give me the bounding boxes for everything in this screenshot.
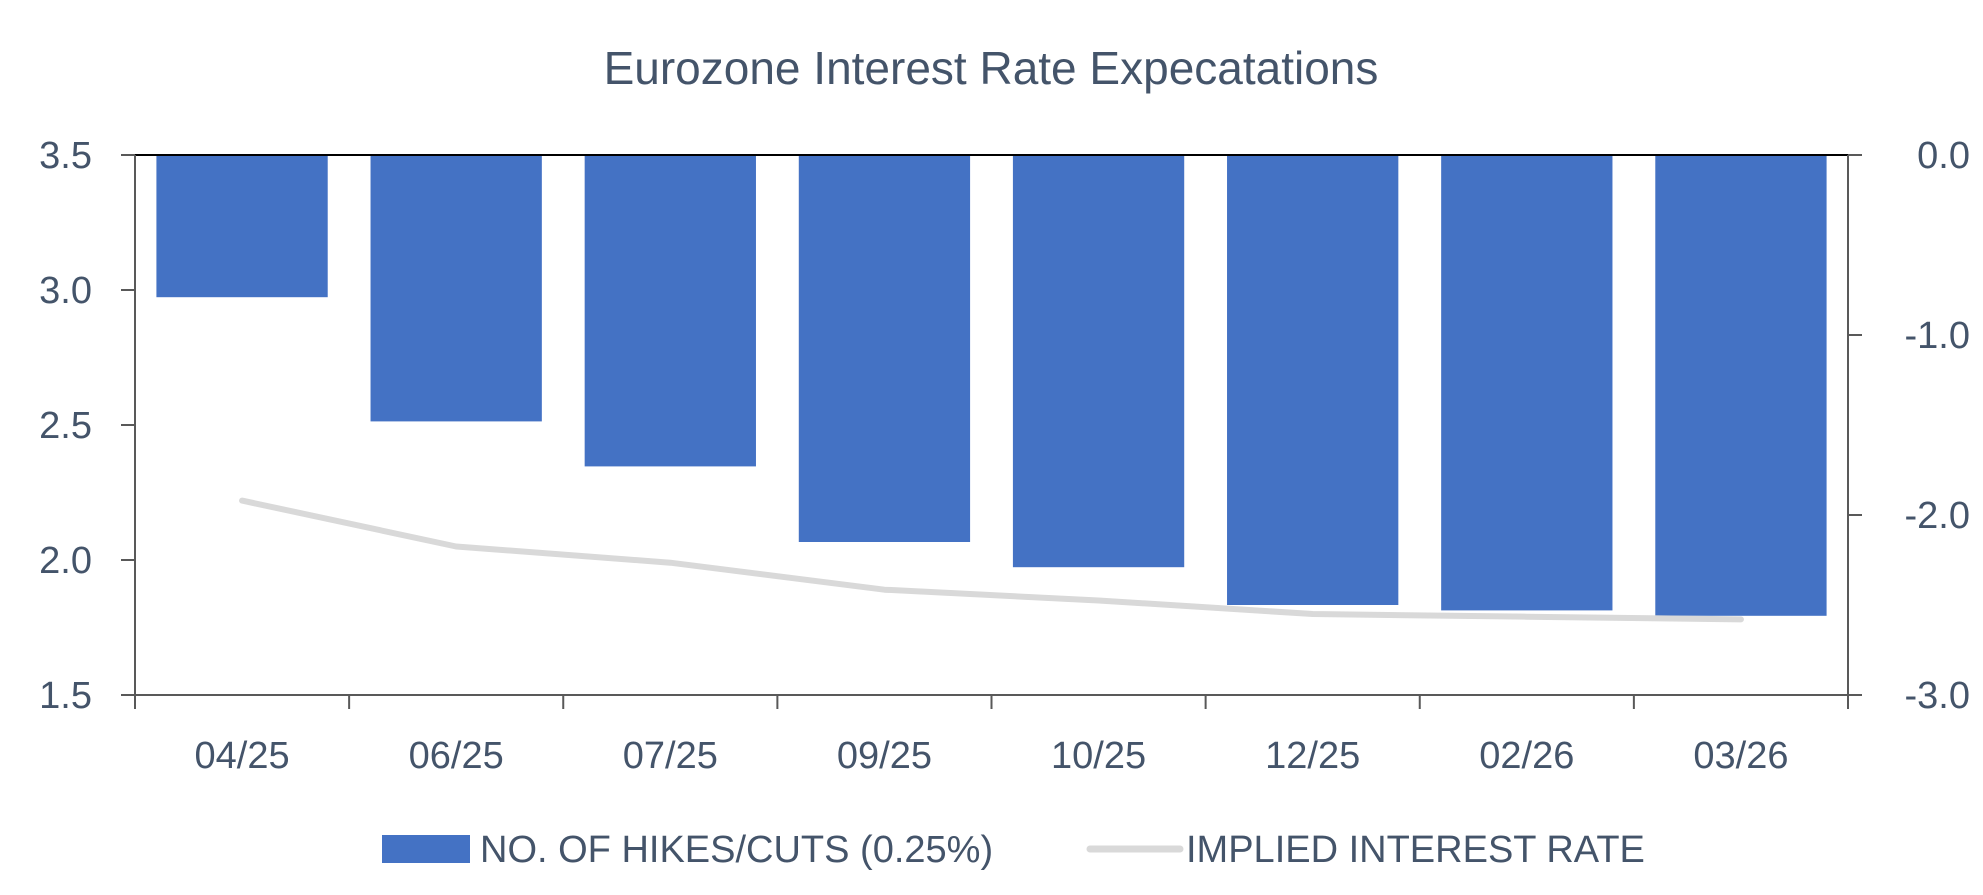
right-tick-label: -2.0	[1905, 495, 1970, 537]
right-tick-label: -3.0	[1905, 675, 1970, 717]
x-tick-label: 06/25	[409, 735, 504, 777]
x-tick-label: 10/25	[1051, 735, 1146, 777]
plot-area: 04/25 06/25 07/25 09/25 10/25 12/25 02/26 03/26…	[39, 135, 1970, 777]
right-tick-label: -1.0	[1905, 315, 1970, 357]
x-tick-label: 07/25	[623, 735, 718, 777]
bar-06-25	[370, 155, 542, 422]
bar-03-26	[1655, 155, 1827, 616]
legend: NO. OF HIKES/CUTS (0.25%) IMPLIED INTERE…	[382, 829, 1645, 871]
left-tick-label: 3.5	[39, 135, 92, 177]
bar-09-25	[798, 155, 971, 542]
bar-12-25	[1227, 155, 1399, 605]
x-tick-label: 02/26	[1479, 735, 1574, 777]
x-tick-label: 09/25	[837, 735, 932, 777]
chart-title: Eurozone Interest Rate Expecatations	[604, 42, 1379, 94]
legend-swatch-bar	[382, 835, 470, 863]
legend-label-bar: NO. OF HIKES/CUTS (0.25%)	[480, 829, 993, 871]
left-tick-label: 3.0	[39, 270, 92, 312]
bar-07-25	[584, 155, 756, 467]
bar-04-25	[156, 155, 328, 298]
left-tick-label: 2.5	[39, 405, 92, 447]
bar-02-26	[1441, 155, 1613, 611]
right-tick-label: 0.0	[1917, 135, 1970, 177]
left-tick-label: 2.0	[39, 540, 92, 582]
x-tick-label: 04/25	[195, 735, 290, 777]
x-tick-label: 03/26	[1693, 735, 1788, 777]
left-tick-label: 1.5	[39, 675, 92, 717]
bar-10-25	[1012, 155, 1185, 568]
implied-rate-line	[239, 497, 1744, 623]
x-tick-label: 12/25	[1265, 735, 1360, 777]
legend-label-line: IMPLIED INTEREST RATE	[1186, 829, 1645, 871]
